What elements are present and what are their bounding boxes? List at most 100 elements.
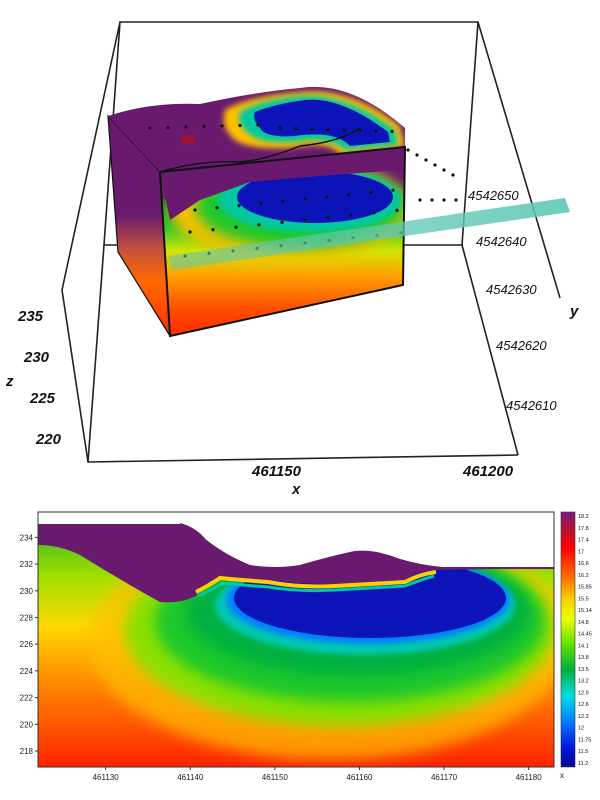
y-tick-label: 234 [20, 533, 34, 542]
colorbar-label: 16.2 [578, 573, 589, 579]
y-tick-label: 232 [20, 560, 34, 569]
block-3d-panel: 461150 461200 x 4542650 4542640 4542630 … [5, 21, 579, 498]
y-tick-label: 220 [20, 720, 34, 729]
colorbar-gradient [560, 511, 576, 768]
survey-point [326, 127, 330, 132]
colorbar-label: 15.14 [578, 608, 592, 614]
x-axis-ticks-3d: 461150 461200 x [251, 463, 514, 498]
colorbar-label: 13.8 [578, 655, 589, 661]
colorbar-labels: 18.2 17.8 17.4 17 16.6 16.2 15.85 15.5 15.14 14.8… [578, 514, 592, 767]
box-floor-edges [61, 289, 519, 463]
survey-point [325, 195, 329, 199]
survey-point [374, 129, 378, 133]
y-tick-label: 230 [20, 587, 34, 596]
colorbar-label: 11.75 [578, 737, 591, 743]
survey-point [256, 123, 260, 127]
box-edge-right-top [477, 21, 561, 299]
heatmap-field [38, 512, 554, 767]
survey-point [238, 123, 242, 128]
z-tick-3d: 230 [23, 349, 50, 366]
survey-point [415, 153, 419, 157]
box-edge-left-vertical [87, 244, 105, 463]
survey-point [257, 223, 261, 227]
survey-point [148, 126, 152, 130]
y-tick-3d: 4542620 [496, 338, 547, 353]
y-axis-ticks-3d: 4542650 4542640 4542630 4542620 4542610 … [468, 188, 579, 413]
colorbar-label: 14.45 [578, 632, 592, 638]
y-tick-3d: 4542640 [476, 234, 527, 249]
y-tick-3d: 4542630 [486, 282, 537, 297]
colorbar-label: 11.2 [578, 761, 588, 767]
survey-point [395, 208, 399, 212]
survey-point [294, 126, 298, 131]
survey-point [280, 220, 284, 224]
survey-point [211, 228, 215, 232]
survey-point [433, 163, 437, 167]
colorbar-label: 18.2 [578, 514, 589, 520]
survey-point [418, 198, 422, 202]
z-axis-ticks-3d: 235 230 225 220 z [5, 308, 62, 448]
survey-point [391, 188, 395, 192]
colorbar-label: 17 [578, 549, 584, 555]
survey-point [310, 127, 314, 131]
survey-point [424, 158, 428, 162]
colorbar-label: 17.4 [578, 538, 589, 544]
section-plane [168, 198, 570, 270]
survey-point [303, 197, 307, 201]
x-axis-name: x [560, 771, 564, 780]
colorbar-label: 13.2 [578, 679, 589, 685]
z-tick-3d: 225 [29, 390, 56, 407]
x-axis-ticks: 461130 461140 461150 461160 461170 461180 [93, 767, 543, 782]
x-axis-name-3d: x [291, 481, 301, 498]
x-tick-label: 461180 [516, 773, 543, 782]
survey-point [188, 230, 192, 234]
y-tick-3d: 4542650 [468, 188, 519, 203]
x-tick-label: 461130 [93, 773, 120, 782]
wireframe-box [61, 21, 561, 463]
colorbar-label: 12.6 [578, 702, 589, 708]
section-heatmap-panel: 234 232 230 228 226 224 222 220 218 461130 461140… [20, 511, 592, 782]
box-edge-left-top [61, 21, 121, 291]
colorbar-label: 12 [578, 726, 584, 732]
survey-point [442, 198, 446, 202]
survey-point [390, 129, 394, 134]
y-tick-label: 224 [20, 667, 34, 676]
survey-point [278, 126, 282, 130]
survey-point [349, 213, 353, 217]
colorbar-label: 11.5 [578, 749, 588, 755]
z-tick-3d: 235 [17, 308, 44, 325]
survey-point [259, 201, 263, 205]
x-tick-label: 461160 [346, 773, 373, 782]
survey-point [451, 173, 455, 177]
colorbar-label: 12.3 [578, 714, 589, 720]
survey-point [281, 199, 285, 203]
survey-point [166, 125, 170, 130]
x-tick-label: 461150 [262, 773, 289, 782]
colorbar: 18.2 17.8 17.4 17 16.6 16.2 15.85 15.5 15.14 14.8… [560, 511, 592, 768]
survey-point [430, 198, 434, 202]
colorbar-label: 17.8 [578, 526, 589, 532]
survey-point [369, 190, 373, 194]
survey-point [358, 128, 362, 133]
survey-point [406, 148, 410, 152]
survey-point [454, 198, 458, 202]
survey-point [442, 168, 446, 172]
y-tick-label: 226 [20, 640, 34, 649]
colorbar-label: 16.6 [578, 561, 589, 567]
y-axis-name-3d: y [569, 303, 579, 320]
survey-point [215, 206, 219, 210]
x-tick-label: 461170 [431, 773, 458, 782]
survey-point [347, 193, 351, 197]
survey-point [326, 216, 330, 220]
y-tick-label: 222 [20, 694, 34, 703]
survey-point [193, 208, 197, 212]
block-top-face [108, 86, 405, 173]
x-tick-3d: 461150 [251, 463, 302, 480]
z-tick-3d: 220 [35, 431, 62, 448]
survey-point [234, 225, 238, 229]
colorbar-label: 15.5 [578, 596, 589, 602]
survey-point [237, 204, 241, 208]
survey-point [184, 125, 188, 129]
colorbar-label: 13.5 [578, 667, 589, 673]
